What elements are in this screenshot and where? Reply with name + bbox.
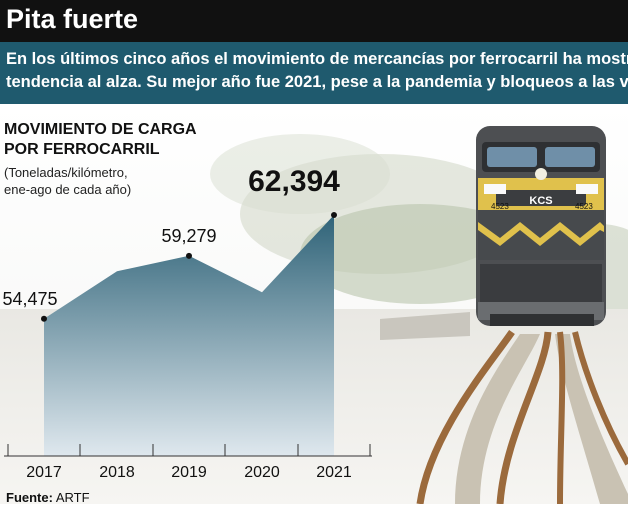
page-title: Pita fuerte xyxy=(6,4,139,34)
source-label: Fuente: xyxy=(6,490,53,505)
data-label: 59,279 xyxy=(161,226,216,246)
x-tick-label: 2018 xyxy=(99,464,135,481)
locomotive xyxy=(476,126,606,326)
locomotive-logo: KCS xyxy=(529,195,552,207)
source-footer: Fuente: ARTF xyxy=(6,490,90,505)
subtitle-band: En los últimos cinco años el movimiento … xyxy=(0,42,628,104)
header-bar: Pita fuerte xyxy=(0,0,628,42)
locomotive-number-right: 4523 xyxy=(575,202,593,211)
chart-title: MOVIMIENTO DE CARGA POR FERROCARRIL xyxy=(4,121,197,158)
data-point xyxy=(41,315,47,322)
x-tick-label: 2021 xyxy=(316,464,352,481)
data-label: 62,394 xyxy=(248,165,340,198)
subtitle-text: En los últimos cinco años el movimiento … xyxy=(6,50,628,91)
area-chart: 2017 2018 2019 2020 2021 54,475 59,279 62,394 xyxy=(2,165,372,481)
data-point xyxy=(331,212,337,219)
data-point xyxy=(186,252,192,259)
x-tick-label: 2020 xyxy=(244,464,280,481)
x-tick-label: 2019 xyxy=(171,464,207,481)
chart-note: (Toneladas/kilómetro, ene-ago de cada añ… xyxy=(4,165,132,197)
data-label: 54,475 xyxy=(2,289,57,309)
locomotive-number-left: 4523 xyxy=(491,202,509,211)
area-series xyxy=(44,215,334,456)
source-value: ARTF xyxy=(55,490,90,505)
x-tick-label: 2017 xyxy=(26,464,62,481)
